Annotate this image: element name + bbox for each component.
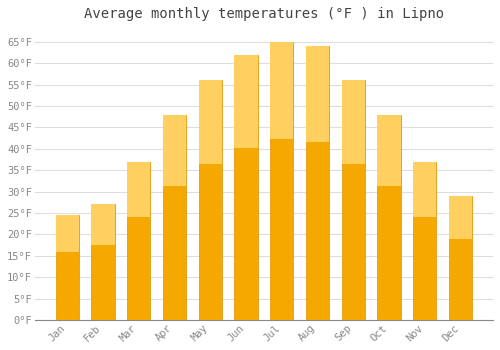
Bar (342, 80, 365, 164)
Bar (449, 196, 472, 239)
Bar (234, 55, 258, 148)
Bar (378, 114, 400, 187)
Bar (56, 215, 79, 320)
Bar (342, 80, 365, 320)
Bar (56, 215, 79, 252)
Bar (198, 80, 222, 164)
Bar (378, 114, 400, 320)
Bar (270, 42, 293, 139)
Bar (163, 114, 186, 320)
Bar (127, 162, 150, 320)
Bar (270, 42, 293, 320)
Bar (198, 80, 222, 320)
Title: Average monthly temperatures (°F ) in Lipno: Average monthly temperatures (°F ) in Li… (84, 7, 444, 21)
Bar (306, 46, 329, 142)
Bar (92, 204, 114, 245)
Bar (234, 55, 258, 320)
Bar (92, 204, 114, 320)
Bar (127, 162, 150, 217)
Bar (449, 196, 472, 320)
Bar (306, 46, 329, 320)
Bar (163, 114, 186, 187)
Bar (413, 162, 436, 217)
Bar (413, 162, 436, 320)
